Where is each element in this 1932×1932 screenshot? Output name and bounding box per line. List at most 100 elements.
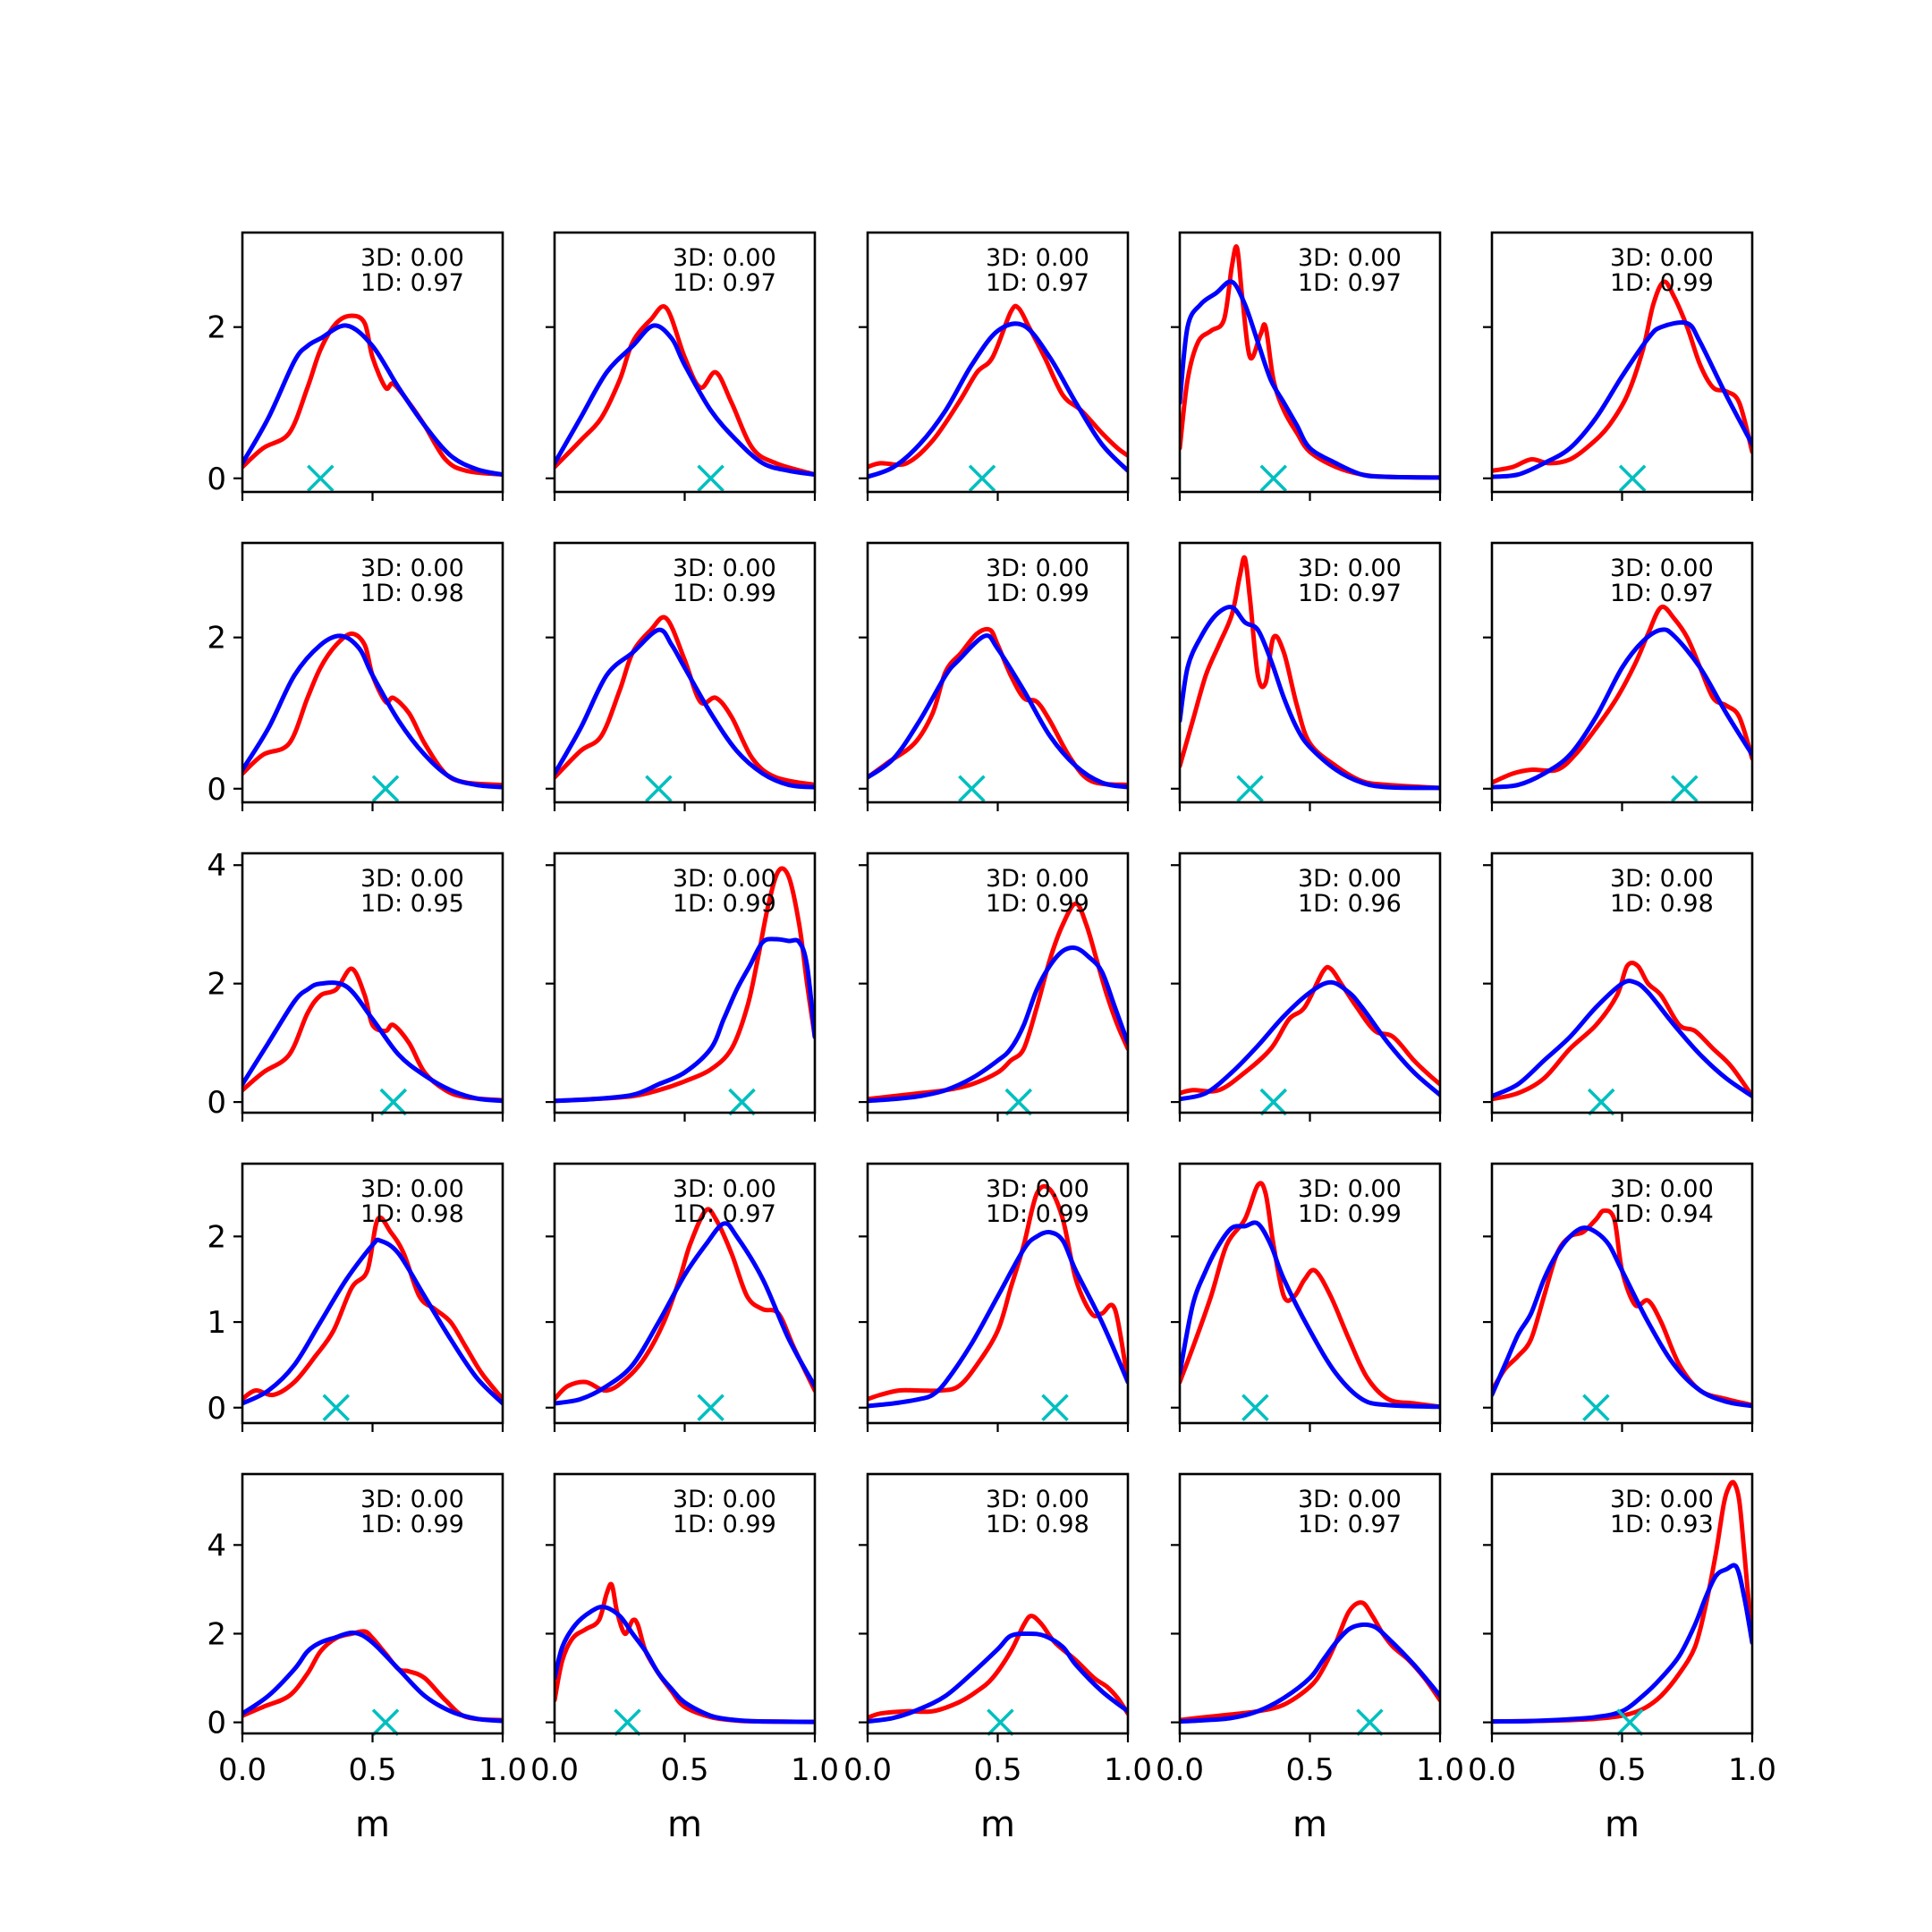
marker-x <box>1582 1394 1610 1422</box>
marker-stroke-b <box>1236 775 1264 803</box>
y-tick-label: 1 <box>207 1305 226 1341</box>
panel-curves <box>1492 961 1752 1102</box>
marker-x <box>728 1088 756 1116</box>
x-tick-label: 0.0 <box>1156 1752 1204 1788</box>
curve-1d <box>242 323 503 478</box>
panel-curves <box>555 304 815 478</box>
marker-stroke-b <box>645 775 673 803</box>
panel-curves <box>1492 604 1752 790</box>
marker-stroke-b <box>1618 464 1647 493</box>
marker-stroke-b <box>1671 775 1699 803</box>
curve-1d <box>1180 979 1440 1102</box>
marker-stroke-b <box>1004 1088 1033 1116</box>
panel-curves <box>1492 1479 1752 1724</box>
annotation-3d: 3D: 0.00 <box>673 1486 776 1513</box>
annotation-3d: 3D: 0.00 <box>986 555 1089 582</box>
annotation-1d: 1D: 0.99 <box>986 580 1089 607</box>
curve-1d <box>555 936 815 1104</box>
curve-1d <box>1492 1563 1752 1724</box>
curve-3d <box>242 966 503 1103</box>
marker-x <box>697 464 724 493</box>
curve-3d <box>868 1614 1128 1721</box>
marker-x <box>968 464 996 493</box>
annotation-3d: 3D: 0.00 <box>673 1175 776 1203</box>
marker-x <box>307 464 335 493</box>
marker-x <box>614 1708 641 1736</box>
curve-3d <box>555 614 815 788</box>
annotation-1d: 1D: 0.99 <box>673 1511 776 1538</box>
curve-1d <box>555 627 815 790</box>
marker-stroke-b <box>371 1708 400 1736</box>
annotation-1d: 1D: 0.99 <box>986 890 1089 918</box>
panel-curves <box>868 626 1128 790</box>
x-axis-label: m <box>1605 1804 1640 1845</box>
curve-1d <box>555 323 815 478</box>
marker-stroke-b <box>1259 1088 1288 1116</box>
panel-curves <box>1180 555 1440 791</box>
curve-3d <box>555 304 815 478</box>
annotation-3d: 3D: 0.00 <box>986 865 1089 893</box>
curve-3d <box>1180 964 1440 1096</box>
marker-stroke-b <box>1615 1708 1644 1736</box>
y-tick-label: 0 <box>207 462 226 497</box>
curve-1d <box>242 1630 503 1724</box>
marker-stroke-b <box>371 775 400 803</box>
curve-1d <box>1492 627 1752 790</box>
marker-stroke-b <box>1582 1394 1610 1422</box>
panel-curves <box>1492 1208 1752 1409</box>
curve-3d <box>555 866 815 1104</box>
panel-curves <box>555 1207 815 1406</box>
marker-stroke-b <box>697 1394 724 1422</box>
curve-3d <box>1492 1208 1752 1408</box>
annotation-1d: 1D: 0.98 <box>1610 890 1714 918</box>
curve-1d <box>1180 605 1440 791</box>
annotation-1d: 1D: 0.99 <box>986 1200 1089 1228</box>
x-tick-label: 0.5 <box>1597 1752 1646 1788</box>
annotation-3d: 3D: 0.00 <box>1610 1486 1714 1513</box>
marker-x <box>371 775 400 803</box>
y-tick-label: 2 <box>207 310 226 346</box>
annotation-1d: 1D: 0.98 <box>360 1200 464 1228</box>
panel-curves <box>868 1614 1128 1724</box>
annotation-1d: 1D: 0.99 <box>673 580 776 607</box>
marker-x <box>1587 1088 1615 1116</box>
annotation-3d: 3D: 0.00 <box>1298 1175 1402 1203</box>
marker-x <box>1259 464 1288 493</box>
marker-stroke-b <box>614 1708 641 1736</box>
annotation-3d: 3D: 0.00 <box>1610 244 1714 272</box>
marker-stroke-b <box>987 1708 1014 1736</box>
annotation-1d: 1D: 0.98 <box>360 580 464 607</box>
curve-3d <box>1180 1600 1440 1723</box>
curve-1d <box>1492 320 1752 479</box>
annotation-1d: 1D: 0.97 <box>1610 580 1714 607</box>
annotation-3d: 3D: 0.00 <box>360 1175 464 1203</box>
x-tick-label: 1.0 <box>1416 1752 1464 1788</box>
panel-curves <box>868 303 1128 479</box>
annotation-1d: 1D: 0.99 <box>1298 1200 1402 1228</box>
y-tick-label: 0 <box>207 1085 226 1121</box>
x-axis-label: m <box>980 1804 1015 1845</box>
marker-x <box>1241 1394 1269 1422</box>
x-tick-label: 0.0 <box>843 1752 892 1788</box>
marker-x <box>379 1088 408 1116</box>
marker-x <box>1004 1088 1033 1116</box>
y-tick-label: 0 <box>207 1391 226 1427</box>
curve-3d <box>1180 244 1440 480</box>
marker-x <box>1615 1708 1644 1736</box>
annotation-1d: 1D: 0.97 <box>986 269 1089 297</box>
y-tick-label: 4 <box>207 848 226 884</box>
curve-1d <box>868 633 1128 790</box>
marker-x <box>645 775 673 803</box>
curve-3d <box>242 1629 503 1723</box>
marker-x <box>1618 464 1647 493</box>
